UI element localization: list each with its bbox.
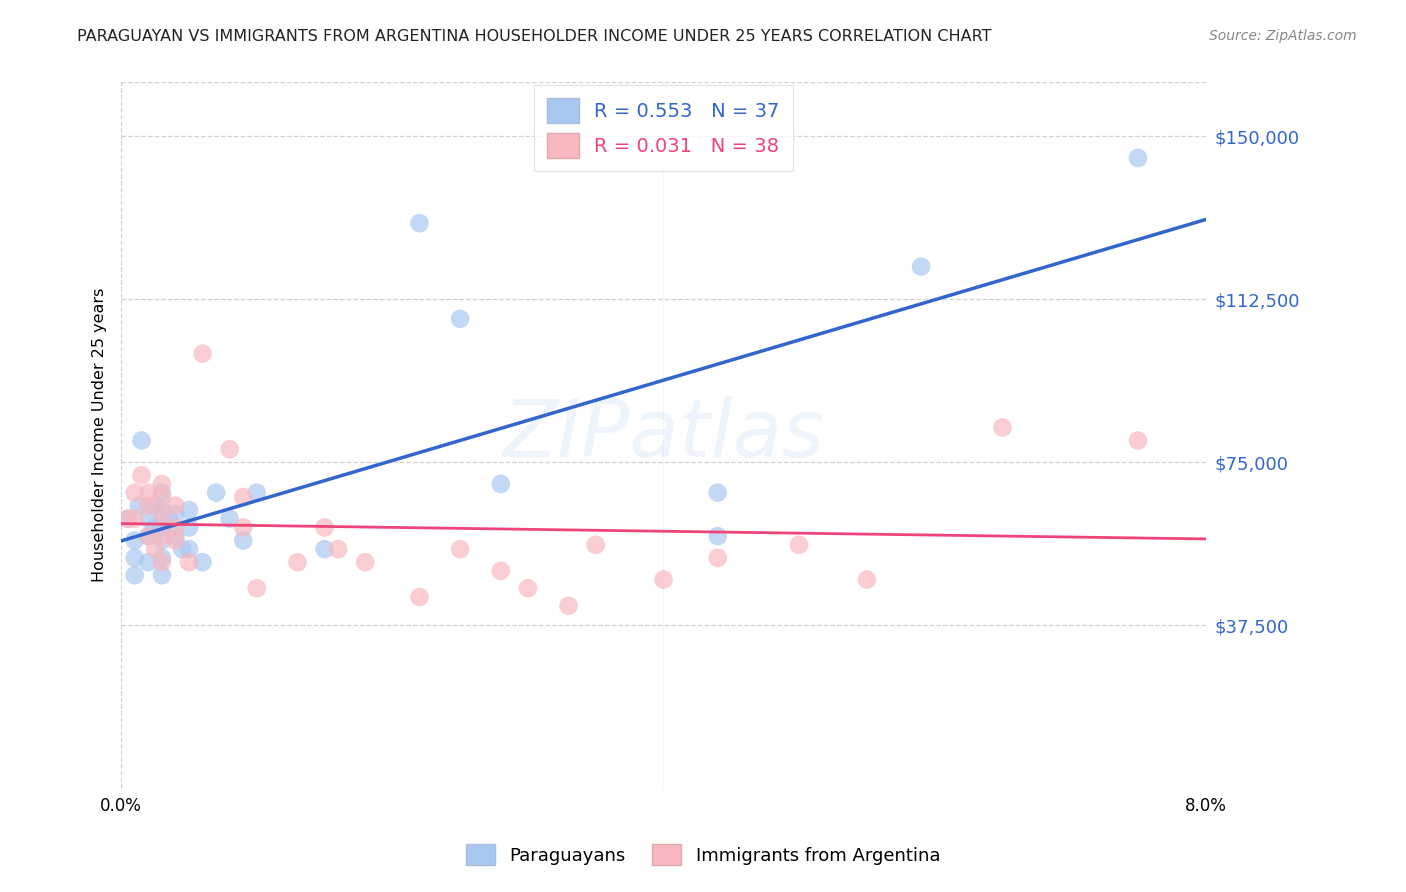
Point: [205, 485, 228, 500]
Point: [131, 434, 153, 448]
Point: [191, 346, 214, 360]
Point: [177, 503, 200, 517]
Point: [150, 555, 173, 569]
Point: [117, 512, 139, 526]
Point: [150, 568, 173, 582]
Point: [172, 542, 194, 557]
Legend: R = 0.553   N = 37, R = 0.031   N = 38: R = 0.553 N = 37, R = 0.031 N = 38: [534, 85, 793, 171]
Point: [1126, 434, 1149, 448]
Y-axis label: Householder Income Under 25 years: Householder Income Under 25 years: [93, 288, 107, 582]
Point: [787, 538, 810, 552]
Point: [124, 533, 146, 548]
Point: [150, 477, 173, 491]
Point: [131, 468, 153, 483]
Point: [165, 533, 187, 548]
Point: [232, 490, 254, 504]
Point: [706, 485, 728, 500]
Point: [585, 538, 607, 552]
Text: ZIPatlas: ZIPatlas: [502, 396, 824, 474]
Point: [150, 490, 173, 504]
Point: [706, 550, 728, 565]
Point: [652, 573, 675, 587]
Point: [177, 520, 200, 534]
Text: PARAGUAYAN VS IMMIGRANTS FROM ARGENTINA HOUSEHOLDER INCOME UNDER 25 YEARS CORREL: PARAGUAYAN VS IMMIGRANTS FROM ARGENTINA …: [77, 29, 991, 44]
Point: [1126, 151, 1149, 165]
Point: [150, 533, 173, 548]
Point: [128, 499, 150, 513]
Point: [150, 529, 173, 543]
Point: [157, 512, 180, 526]
Point: [516, 582, 538, 596]
Point: [136, 485, 159, 500]
Text: Source: ZipAtlas.com: Source: ZipAtlas.com: [1209, 29, 1357, 43]
Point: [136, 529, 159, 543]
Point: [165, 508, 187, 522]
Point: [314, 542, 336, 557]
Point: [124, 485, 146, 500]
Point: [117, 512, 139, 526]
Point: [165, 499, 187, 513]
Point: [246, 582, 269, 596]
Point: [314, 520, 336, 534]
Point: [991, 420, 1014, 434]
Point: [150, 520, 173, 534]
Point: [150, 485, 173, 500]
Point: [706, 529, 728, 543]
Point: [489, 477, 512, 491]
Point: [408, 216, 430, 230]
Point: [150, 508, 173, 522]
Point: [143, 499, 166, 513]
Point: [326, 542, 349, 557]
Point: [287, 555, 309, 569]
Point: [354, 555, 377, 569]
Point: [150, 503, 173, 517]
Point: [136, 555, 159, 569]
Point: [165, 520, 187, 534]
Point: [177, 555, 200, 569]
Point: [489, 564, 512, 578]
Point: [910, 260, 932, 274]
Legend: Paraguayans, Immigrants from Argentina: Paraguayans, Immigrants from Argentina: [457, 835, 949, 874]
Point: [136, 499, 159, 513]
Point: [143, 542, 166, 557]
Point: [165, 529, 187, 543]
Point: [408, 590, 430, 604]
Point: [150, 550, 173, 565]
Point: [232, 533, 254, 548]
Point: [191, 555, 214, 569]
Point: [218, 512, 240, 526]
Point: [124, 512, 146, 526]
Point: [177, 542, 200, 557]
Point: [232, 520, 254, 534]
Point: [246, 485, 269, 500]
Point: [124, 568, 146, 582]
Point: [218, 442, 240, 457]
Point: [856, 573, 879, 587]
Point: [136, 529, 159, 543]
Point: [449, 311, 471, 326]
Point: [557, 599, 579, 613]
Point: [136, 512, 159, 526]
Point: [143, 520, 166, 534]
Point: [124, 550, 146, 565]
Point: [449, 542, 471, 557]
